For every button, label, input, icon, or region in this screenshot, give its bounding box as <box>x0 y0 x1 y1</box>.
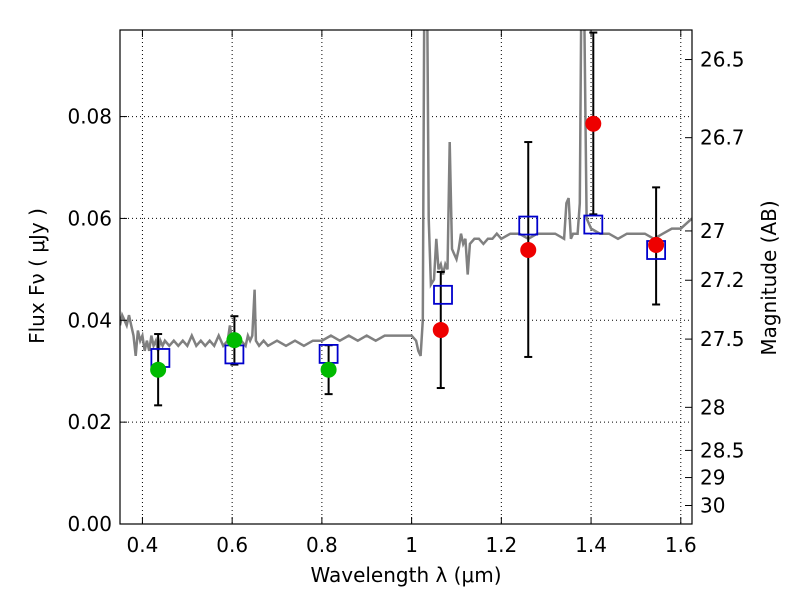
observed-points <box>150 115 665 378</box>
y-tick-label: 0.02 <box>67 410 112 434</box>
x-axis: 0.4 0.6 0.8 1 1.2 1.4 1.6 <box>127 30 697 557</box>
mag-tick-label: 26.7 <box>700 126 745 150</box>
observed-point <box>585 115 602 132</box>
y-tick-label: 0.04 <box>67 308 112 332</box>
mag-tick-label: 29 <box>700 466 725 490</box>
x-tick-label: 0.4 <box>127 533 159 557</box>
observed-point <box>520 242 537 259</box>
x-tick-label: 0.6 <box>216 533 248 557</box>
y-axis-label: Flux Fν ( μJy ) <box>25 208 49 344</box>
mag-tick-label: 26.5 <box>700 48 745 72</box>
plot-border <box>119 29 693 525</box>
model-square <box>433 284 453 305</box>
mag-tick-label: 27.2 <box>700 268 745 292</box>
y-axis-left: 0.00 0.02 0.04 0.06 0.08 <box>67 105 127 536</box>
model-square <box>583 214 604 235</box>
x-tick-label: 1.6 <box>665 533 697 557</box>
mag-tick-label: 30 <box>700 494 725 518</box>
y-tick-label: 0.00 <box>67 512 112 536</box>
mag-tick-label: 28.5 <box>700 438 745 462</box>
model-square <box>518 215 539 236</box>
x-tick-label: 1.2 <box>485 533 517 557</box>
x-axis-label: Wavelength λ (μm) <box>310 563 501 587</box>
observed-point <box>320 361 337 378</box>
mag-tick-label: 27 <box>700 219 725 243</box>
y-axis-right-label: Magnitude (AB) <box>757 200 781 355</box>
observed-point <box>432 321 449 338</box>
x-tick-label: 1.4 <box>575 533 607 557</box>
observed-point <box>226 332 243 349</box>
mag-tick-label: 27.5 <box>700 327 745 351</box>
x-tick-label: 0.8 <box>306 533 338 557</box>
mag-tick-label: 28 <box>700 395 725 419</box>
spectrum-line <box>120 30 692 357</box>
observed-point <box>150 361 167 378</box>
plot-frame <box>119 29 693 525</box>
spectrum-layer <box>120 30 692 357</box>
x-tick-label: 1 <box>405 533 418 557</box>
observed-point <box>648 236 665 253</box>
y-tick-label: 0.08 <box>67 105 112 129</box>
y-tick-label: 0.06 <box>67 206 112 230</box>
y-axis-right: 26.5 26.7 27 27.2 27.5 28 28.5 29 30 <box>685 48 745 518</box>
grid <box>120 30 692 524</box>
